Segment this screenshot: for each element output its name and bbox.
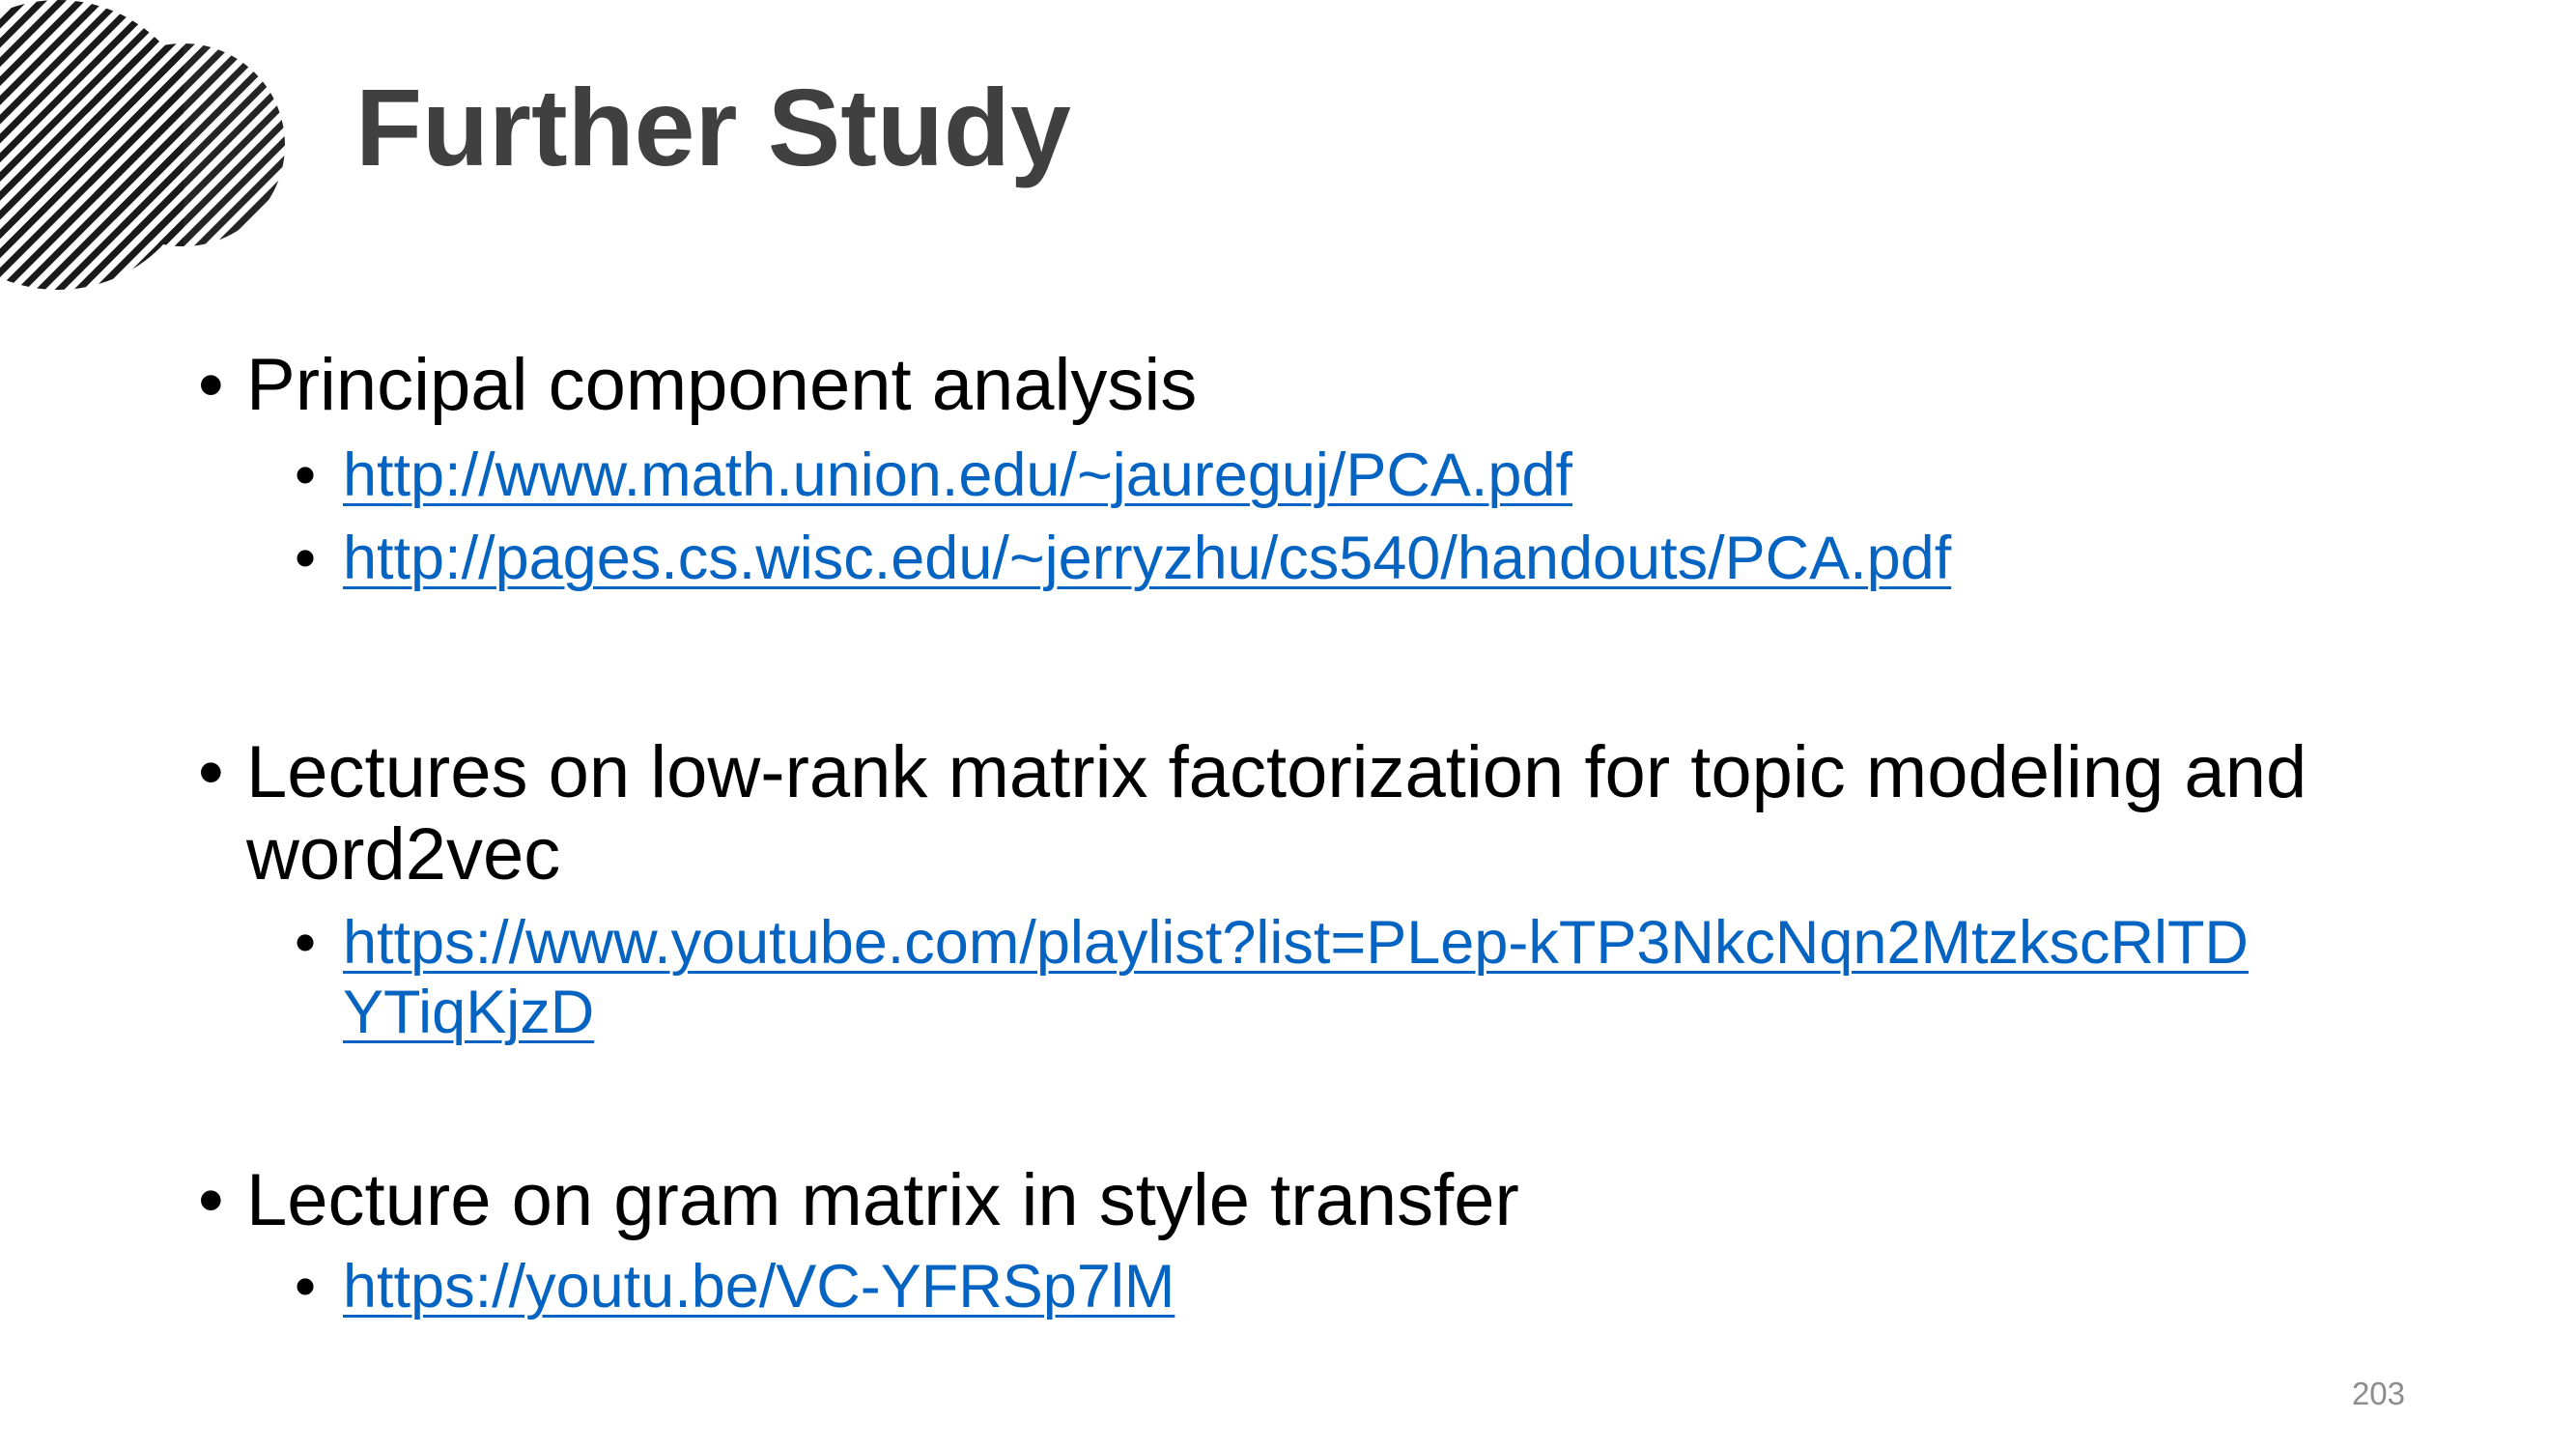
bullet-text: Lectures on low-rank matrix factorizatio… bbox=[246, 731, 2420, 895]
bullet-text-line: Lecture on gram matrix in style transfer bbox=[246, 1159, 1519, 1241]
link-text-line[interactable]: https://youtu.be/VC-YFRSp7lM bbox=[343, 1253, 1175, 1321]
link-text-line[interactable]: http://www.math.union.edu/~jaureguj/PCA.… bbox=[343, 441, 1573, 509]
bullet-text-line: Lectures on low-rank matrix factorizatio… bbox=[246, 731, 2307, 813]
bullet-text-line: Principal component analysis bbox=[246, 344, 1198, 426]
bullet-text: Principal component analysis bbox=[246, 344, 2420, 426]
bullet-dot: • bbox=[295, 441, 317, 509]
slide-title: Further Study bbox=[355, 67, 1071, 188]
bullet-dot: • bbox=[198, 731, 224, 813]
pca-wisc-link[interactable]: http://pages.cs.wisc.edu/~jerryzhu/cs540… bbox=[343, 524, 2420, 593]
youtu-be-link[interactable]: https://youtu.be/VC-YFRSp7lM bbox=[343, 1252, 2420, 1321]
bullet-text-line: word2vec bbox=[246, 813, 561, 895]
striped-circles-logo-icon bbox=[0, 0, 285, 290]
link-text-line[interactable]: https://www.youtube.com/playlist?list=PL… bbox=[343, 909, 2249, 977]
bullet-dot: • bbox=[295, 1253, 317, 1321]
link-text-line[interactable]: YTiqKjzD bbox=[343, 979, 595, 1046]
bullet-text: Lecture on gram matrix in style transfer bbox=[246, 1159, 2420, 1241]
bullet-dot: • bbox=[295, 525, 317, 592]
bullet-dot: • bbox=[295, 909, 317, 977]
page-number: 203 bbox=[2351, 1376, 2405, 1411]
pca-union-link[interactable]: http://www.math.union.edu/~jaureguj/PCA.… bbox=[343, 440, 2420, 510]
youtube-playlist-link[interactable]: https://www.youtube.com/playlist?list=PL… bbox=[343, 908, 2420, 1047]
bullet-dot: • bbox=[198, 1159, 224, 1241]
link-text-line[interactable]: http://pages.cs.wisc.edu/~jerryzhu/cs540… bbox=[343, 525, 1952, 592]
bullet-dot: • bbox=[198, 344, 224, 426]
